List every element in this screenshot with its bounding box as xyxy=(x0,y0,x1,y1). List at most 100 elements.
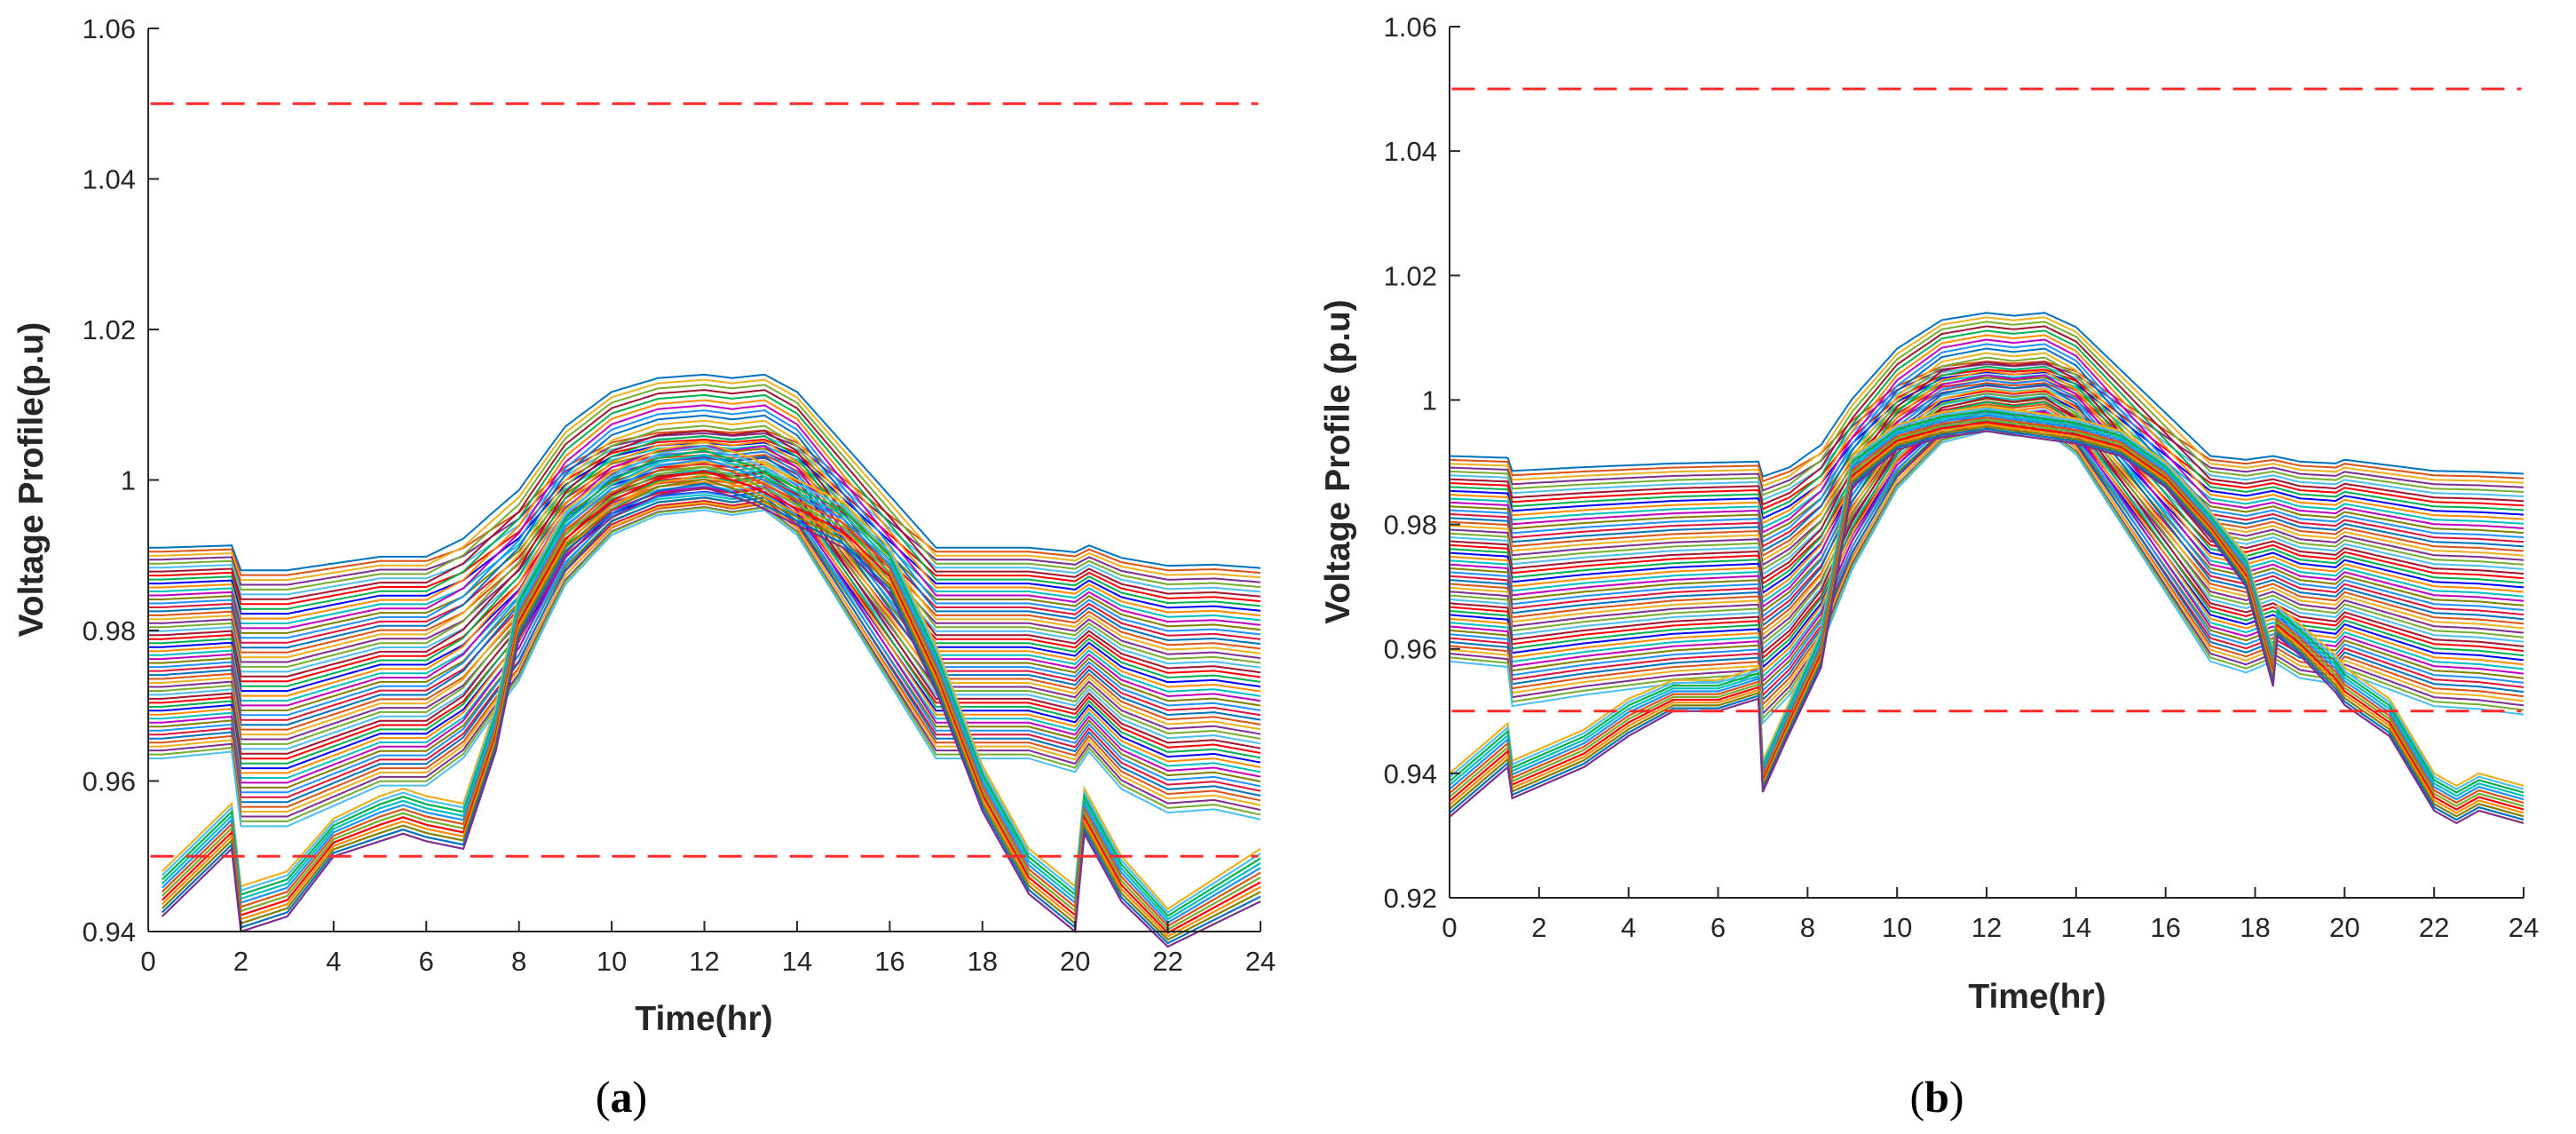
series-line xyxy=(1449,316,2525,488)
series-line xyxy=(148,434,1261,687)
y-tick-label: 1.02 xyxy=(1384,260,1437,291)
series-line xyxy=(1449,408,2525,651)
series-line xyxy=(1449,361,2525,581)
series-line xyxy=(1449,425,2525,818)
panel-letter-b: b xyxy=(1924,1072,1949,1122)
series-line xyxy=(1449,416,2525,805)
series-line xyxy=(1449,338,2525,534)
y-tick-label: 1 xyxy=(121,465,136,496)
series-line xyxy=(148,424,1261,668)
series-line xyxy=(1449,395,2525,604)
series-line xyxy=(148,484,1261,750)
series-line xyxy=(1449,378,2525,618)
series-line xyxy=(148,384,1261,591)
series-line xyxy=(148,414,1261,649)
series-line xyxy=(148,430,1261,678)
series-line xyxy=(1449,400,2525,664)
series-line xyxy=(1449,385,2525,567)
axes-b: 0 2 4 6 8 10 12 14 16 18 20 22 240.920.940.960.9811.… xyxy=(1384,12,2540,943)
series-group-b xyxy=(1449,312,2525,825)
y-tick-label: 0.94 xyxy=(83,916,136,948)
series-line xyxy=(148,472,1261,711)
series-line xyxy=(1449,321,2525,496)
limit-lines-a xyxy=(150,102,1259,858)
x-tick-label: 20 xyxy=(1060,946,1090,977)
x-axis-label-b: Time(hr) xyxy=(1968,978,2106,1016)
x-tick-label: 20 xyxy=(2329,912,2359,943)
y-tick-label: 1.06 xyxy=(1384,12,1437,43)
series-line xyxy=(1449,371,2525,520)
series-line xyxy=(148,389,1261,600)
series-line xyxy=(1449,329,2525,515)
chart-panel-b: 0 2 4 6 8 10 12 14 16 18 20 22 240.920.940.960.9811.… xyxy=(1319,12,2539,1122)
series-line xyxy=(1449,427,2525,821)
series-line xyxy=(1449,398,2525,614)
x-tick-label: 6 xyxy=(1711,912,1726,943)
x-tick-label: 2 xyxy=(233,946,249,977)
series-line xyxy=(148,494,1261,779)
series-line xyxy=(148,496,1261,804)
series-line xyxy=(148,409,1261,639)
x-tick-label: 10 xyxy=(597,946,627,977)
series-line xyxy=(148,499,1261,798)
series-line xyxy=(1449,411,2525,797)
x-tick-label: 22 xyxy=(2419,912,2449,943)
series-line xyxy=(1449,387,2525,637)
series-line xyxy=(1449,343,2525,543)
series-line xyxy=(148,460,1261,736)
series-line xyxy=(1449,334,2525,525)
series-line xyxy=(1449,423,2525,814)
y-tick-label: 0.98 xyxy=(83,615,136,646)
series-line xyxy=(148,455,1261,726)
x-tick-label: 14 xyxy=(782,946,812,977)
series-line xyxy=(1449,403,2525,632)
series-line xyxy=(1449,352,2525,562)
y-tick-label: 0.98 xyxy=(1384,510,1437,541)
series-line xyxy=(1449,369,2525,511)
x-tick-label: 14 xyxy=(2061,912,2091,943)
x-tick-label: 4 xyxy=(326,946,341,977)
x-tick-label: 2 xyxy=(1531,912,1546,943)
y-tick-label: 0.92 xyxy=(1384,883,1437,914)
series-line xyxy=(148,393,1261,610)
x-tick-label: 16 xyxy=(2150,912,2180,943)
y-tick-label: 1 xyxy=(1422,385,1437,416)
y-axis-label-a: Voltage Profile(p.u) xyxy=(12,322,51,638)
series-line xyxy=(148,501,1261,813)
series-line xyxy=(148,438,1261,606)
x-tick-label: 8 xyxy=(511,946,526,977)
x-tick-label: 6 xyxy=(419,946,434,977)
x-tick-label: 8 xyxy=(1800,912,1815,943)
series-line xyxy=(1449,369,2525,599)
y-tick-label: 0.96 xyxy=(83,766,136,797)
y-tick-label: 0.94 xyxy=(1384,758,1437,789)
x-tick-label: 24 xyxy=(2509,912,2539,943)
series-line xyxy=(148,503,1261,808)
series-line xyxy=(148,488,1261,760)
panel-letter-a: a xyxy=(611,1072,633,1122)
series-line xyxy=(1449,405,2525,788)
series-line xyxy=(161,486,1261,948)
series-line xyxy=(1449,374,2525,608)
series-line xyxy=(1449,421,2525,811)
series-line xyxy=(148,475,1261,765)
y-axis-label-b: Voltage Profile (p.u) xyxy=(1319,299,1357,623)
series-line xyxy=(1449,365,2525,591)
limit-lines-b xyxy=(1451,87,2522,713)
series-line xyxy=(1449,414,2525,801)
x-tick-label: 4 xyxy=(1621,912,1636,943)
series-line xyxy=(148,480,1261,774)
series-group-a xyxy=(148,373,1261,948)
x-tick-label: 16 xyxy=(874,946,905,977)
series-line xyxy=(1449,383,2525,628)
x-tick-label: 0 xyxy=(1442,912,1457,943)
series-line xyxy=(1449,418,2525,808)
series-line xyxy=(1449,396,2525,655)
y-tick-label: 0.96 xyxy=(1384,634,1437,665)
series-line xyxy=(148,491,1261,794)
series-line xyxy=(148,440,1261,697)
series-line xyxy=(1449,382,2525,558)
series-line xyxy=(1449,312,2525,478)
series-line xyxy=(148,399,1261,620)
panel-caption-b: (b) xyxy=(1909,1072,1964,1122)
